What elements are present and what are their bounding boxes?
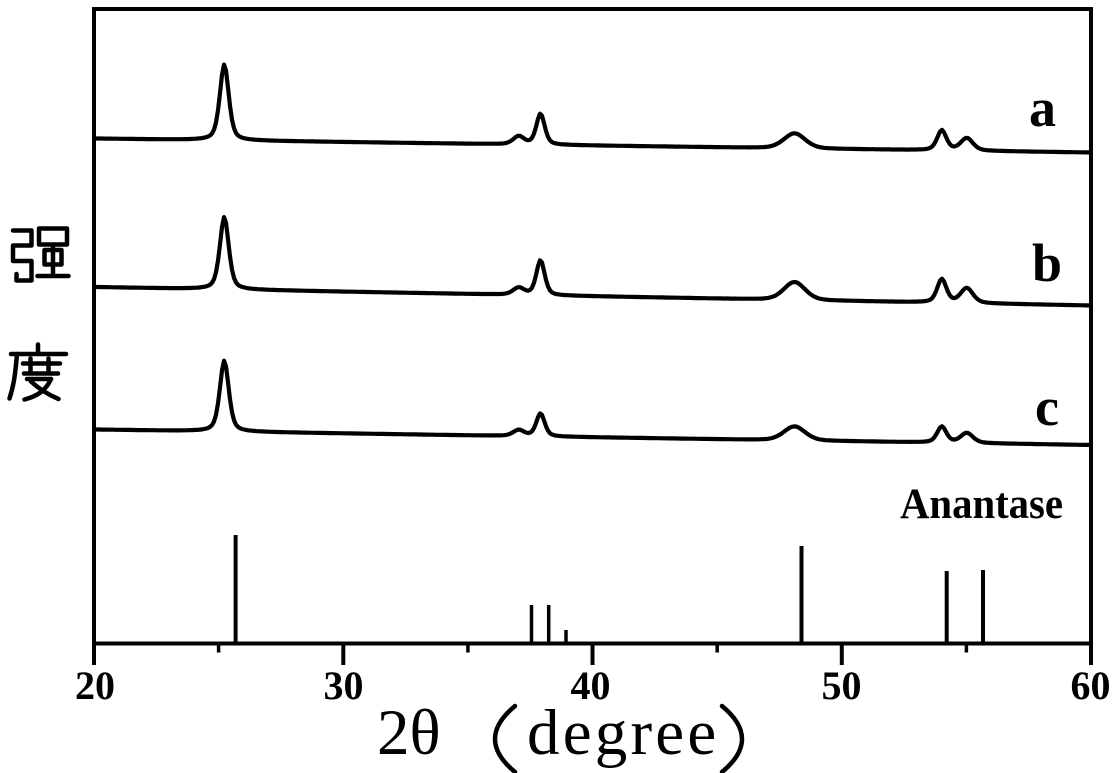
svg-text:c: c — [1035, 377, 1059, 437]
svg-text:30: 30 — [324, 663, 364, 708]
svg-text:50: 50 — [822, 663, 862, 708]
svg-text:Anantase: Anantase — [900, 481, 1063, 528]
svg-text:a: a — [1029, 78, 1056, 138]
svg-text:b: b — [1032, 233, 1062, 293]
svg-text:60: 60 — [1071, 663, 1111, 708]
svg-text:degree: degree — [527, 697, 719, 769]
svg-text:20: 20 — [75, 663, 115, 708]
svg-text:2θ: 2θ — [377, 697, 441, 769]
svg-text:40: 40 — [571, 663, 611, 708]
